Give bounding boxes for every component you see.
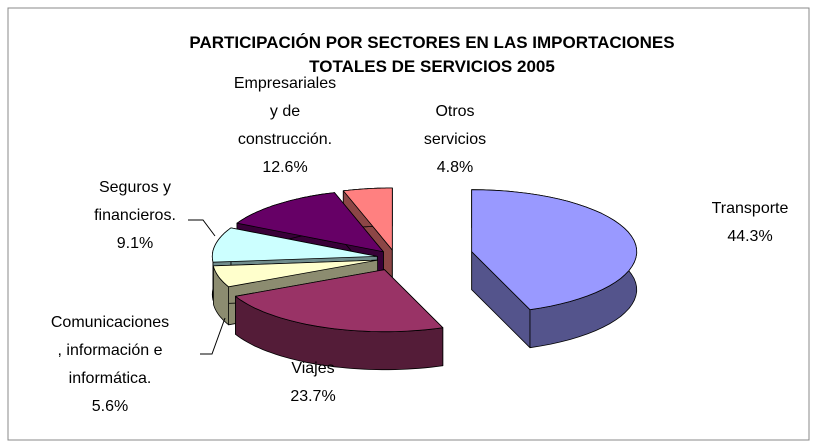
value-label: 4.8% (437, 159, 473, 176)
slice (235, 269, 444, 333)
leader-line (188, 219, 216, 237)
slice (236, 192, 384, 253)
value-label: 9.1% (117, 235, 153, 252)
slice-label: Seguros y financieros. (94, 179, 176, 224)
value-label: 12.6% (262, 159, 307, 176)
slice (471, 189, 638, 311)
slice (211, 227, 378, 263)
value-label: 5.6% (92, 398, 128, 415)
value-label: 44.3% (727, 228, 772, 245)
slice (342, 187, 393, 251)
slice-label: Empresariales y de construcción. (234, 75, 336, 148)
chart-title: PARTICIPACIÓN POR SECTORES EN LAS IMPORT… (189, 33, 674, 76)
leader-line (200, 317, 226, 355)
value-label: 23.7% (290, 388, 335, 405)
slice-label: Otros servicios (424, 103, 486, 148)
slice-label: Viajes (291, 360, 334, 377)
slice (212, 259, 379, 288)
slice-label: Comunicaciones, información e informática… (51, 314, 169, 387)
slice-label: Transporte (712, 200, 789, 217)
